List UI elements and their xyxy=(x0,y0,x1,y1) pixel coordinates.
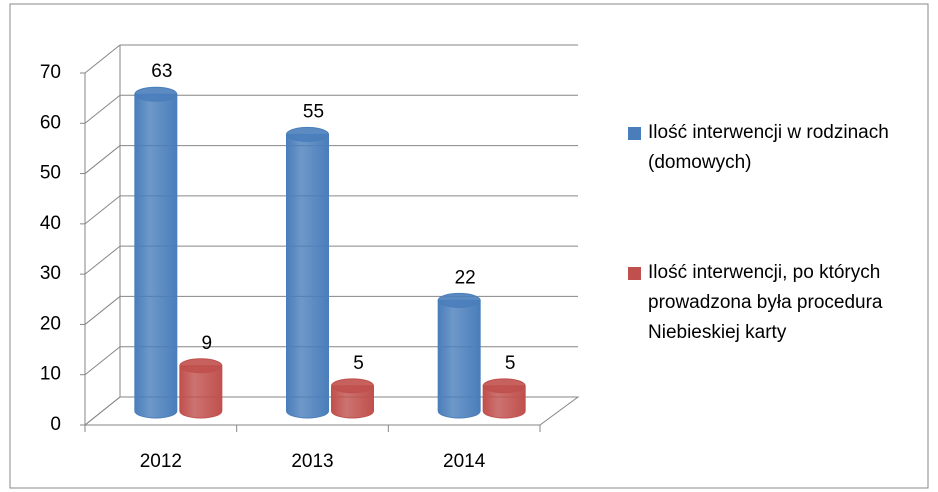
y-tick-label: 60 xyxy=(40,112,61,133)
bar-top xyxy=(134,86,178,102)
bar-top xyxy=(482,378,526,394)
grid-line xyxy=(84,94,121,124)
bar-body xyxy=(437,299,481,419)
x-tick-label: 2013 xyxy=(291,451,333,472)
grid-line xyxy=(84,145,121,174)
bar xyxy=(286,126,329,419)
grid-line xyxy=(84,396,121,426)
bar-top xyxy=(286,126,329,142)
bar-top xyxy=(331,378,374,394)
legend-item: Ilość interwencji w rodzinach (domowych) xyxy=(628,118,928,178)
data-label: 5 xyxy=(353,353,364,374)
bar xyxy=(482,378,526,419)
y-tick-label: 10 xyxy=(40,364,61,385)
y-tick-label: 70 xyxy=(40,62,61,83)
bar-top xyxy=(437,292,481,308)
legend-swatch xyxy=(628,127,641,140)
x-tick-label: 2012 xyxy=(140,451,182,472)
grid-line xyxy=(84,296,121,325)
data-label: 55 xyxy=(303,101,324,122)
legend-label: Ilość interwencji, po których prowadzona… xyxy=(648,262,883,343)
y-tick-label: 0 xyxy=(50,414,61,435)
data-label: 9 xyxy=(202,333,213,354)
bar-top xyxy=(179,358,223,374)
bar xyxy=(437,292,481,419)
data-label: 63 xyxy=(151,61,172,82)
x-tick-label: 2014 xyxy=(443,451,486,472)
chart-border xyxy=(9,3,929,489)
grid-line xyxy=(84,44,121,74)
y-tick-label: 40 xyxy=(40,213,61,234)
y-tick-label: 20 xyxy=(40,313,61,334)
y-tick-label: 30 xyxy=(40,263,61,284)
grid-line xyxy=(84,245,121,275)
data-label: 5 xyxy=(505,353,516,374)
legend-item: Ilość interwencji, po których prowadzona… xyxy=(628,258,928,348)
grid-line xyxy=(84,346,121,376)
grid-line xyxy=(84,195,121,225)
bar-body xyxy=(134,93,178,419)
y-tick-label: 50 xyxy=(40,163,61,184)
bar xyxy=(331,378,374,419)
legend-label: Ilość interwencji w rodzinach (domowych) xyxy=(648,122,889,173)
data-label: 22 xyxy=(455,267,476,288)
bar xyxy=(134,86,178,419)
bar-body xyxy=(482,385,526,419)
bar-body xyxy=(331,385,374,419)
bar xyxy=(179,358,223,419)
bar-body xyxy=(286,133,329,419)
bar-body xyxy=(179,365,223,419)
legend-swatch xyxy=(628,267,641,280)
